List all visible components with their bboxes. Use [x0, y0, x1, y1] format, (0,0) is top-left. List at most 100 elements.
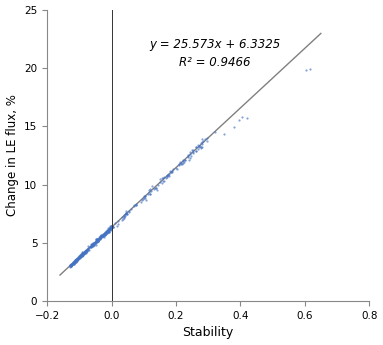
- Point: [190, 148, 196, 153]
- Point: [131, 204, 137, 209]
- Point: [80, 250, 87, 256]
- Point: [185, 157, 192, 162]
- Point: [89, 241, 95, 247]
- Point: [96, 234, 102, 240]
- Point: [77, 255, 83, 260]
- Point: [147, 186, 153, 191]
- Point: [83, 249, 89, 254]
- Point: [199, 136, 205, 141]
- Point: [115, 219, 121, 224]
- Point: [159, 175, 165, 181]
- Point: [221, 131, 227, 137]
- Point: [90, 241, 96, 247]
- Point: [106, 226, 113, 231]
- Point: [67, 263, 74, 268]
- Point: [112, 220, 118, 225]
- Point: [113, 223, 119, 228]
- Point: [93, 237, 99, 243]
- Point: [95, 237, 101, 243]
- Point: [70, 261, 77, 267]
- Point: [68, 261, 74, 267]
- Point: [91, 241, 97, 246]
- Point: [97, 236, 103, 241]
- Point: [80, 250, 86, 255]
- Point: [93, 237, 99, 242]
- Point: [88, 241, 94, 247]
- Point: [96, 235, 102, 241]
- Point: [71, 261, 77, 266]
- Y-axis label: Change in LE flux, %: Change in LE flux, %: [6, 95, 18, 216]
- Point: [94, 238, 100, 243]
- Point: [108, 226, 114, 232]
- Point: [102, 230, 108, 236]
- Point: [93, 239, 99, 244]
- Point: [79, 251, 85, 257]
- Point: [147, 191, 153, 197]
- Point: [167, 168, 173, 174]
- Point: [78, 253, 84, 258]
- Point: [190, 151, 196, 156]
- Point: [67, 262, 74, 267]
- Point: [104, 229, 110, 235]
- Point: [71, 258, 77, 264]
- Point: [77, 255, 83, 260]
- Point: [188, 154, 194, 159]
- Point: [101, 231, 108, 237]
- Point: [108, 226, 114, 231]
- Point: [94, 238, 100, 243]
- Point: [67, 262, 74, 268]
- Point: [103, 230, 109, 235]
- Point: [85, 246, 91, 252]
- Point: [72, 257, 78, 263]
- Point: [239, 114, 245, 120]
- Point: [94, 237, 100, 242]
- Point: [98, 234, 104, 239]
- Point: [95, 238, 101, 244]
- Point: [76, 256, 82, 261]
- Point: [187, 155, 193, 161]
- Point: [102, 229, 108, 235]
- Point: [141, 193, 147, 198]
- Point: [103, 230, 110, 235]
- Point: [105, 229, 111, 235]
- Point: [110, 224, 116, 229]
- Point: [79, 252, 85, 257]
- Point: [70, 260, 77, 266]
- Point: [89, 242, 95, 248]
- Point: [90, 242, 96, 248]
- Point: [76, 254, 82, 259]
- Point: [75, 255, 81, 260]
- Point: [161, 174, 167, 179]
- Point: [105, 226, 111, 231]
- Point: [106, 227, 112, 233]
- X-axis label: Stability: Stability: [183, 326, 234, 339]
- Point: [98, 232, 105, 237]
- Point: [89, 243, 95, 248]
- Point: [88, 244, 94, 249]
- Point: [175, 162, 182, 168]
- Point: [93, 240, 99, 245]
- Point: [102, 230, 108, 236]
- Point: [101, 230, 108, 236]
- Point: [100, 231, 106, 237]
- Point: [73, 257, 79, 262]
- Point: [123, 210, 129, 216]
- Point: [95, 237, 101, 242]
- Point: [106, 226, 112, 232]
- Point: [81, 250, 87, 256]
- Point: [70, 260, 76, 266]
- Point: [133, 202, 139, 207]
- Point: [89, 242, 95, 247]
- Point: [88, 244, 95, 249]
- Point: [87, 244, 93, 249]
- Point: [153, 186, 159, 191]
- Point: [100, 232, 106, 238]
- Point: [106, 229, 112, 234]
- Point: [106, 226, 112, 232]
- Point: [72, 259, 79, 264]
- Point: [102, 232, 108, 238]
- Point: [133, 202, 139, 207]
- Point: [88, 243, 94, 249]
- Point: [98, 233, 104, 238]
- Point: [108, 225, 114, 231]
